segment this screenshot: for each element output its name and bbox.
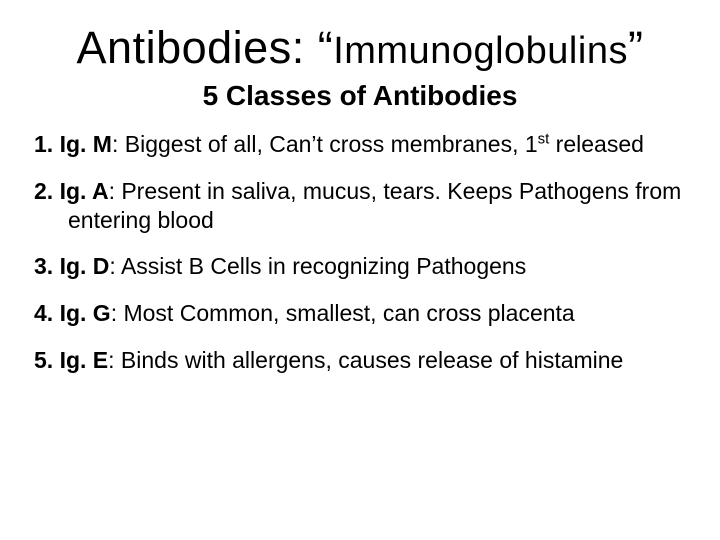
title-mid: Immunoglobulins [333,30,628,72]
list-item: 3. Ig. D: Assist B Cells in recognizing … [34,252,686,281]
item-desc-b: released [549,131,644,157]
item-colon: : [108,347,121,373]
list-item: 5. Ig. E: Binds with allergens, causes r… [34,346,686,375]
item-number: 4. [34,300,60,326]
item-desc-a: Most Common, smallest, can cross placent… [123,300,574,326]
item-colon: : [111,300,124,326]
list-item: 4. Ig. G: Most Common, smallest, can cro… [34,299,686,328]
item-term: Ig. E [60,347,109,373]
item-term: Ig. D [60,253,110,279]
list-item: 2. Ig. A: Present in saliva, mucus, tear… [34,177,686,235]
item-desc-a: Binds with allergens, causes release of … [121,347,623,373]
antibody-list: 1. Ig. M: Biggest of all, Can’t cross me… [28,130,692,375]
item-colon: : [109,253,121,279]
item-desc-a: Assist B Cells in recognizing Pathogens [121,253,526,279]
item-desc-a: Present in saliva, mucus, tears. Keeps P… [68,178,681,233]
item-colon: : [112,131,125,157]
item-number: 1. [34,131,60,157]
title-prefix: Antibodies: “ [77,22,334,73]
item-number: 5. [34,347,60,373]
item-term: Ig. A [60,178,109,204]
item-number: 3. [34,253,60,279]
slide-title: Antibodies: “Immunoglobulins” [28,22,692,74]
item-sup: st [538,130,550,147]
slide-subtitle: 5 Classes of Antibodies [28,80,692,112]
slide: Antibodies: “Immunoglobulins” 5 Classes … [0,0,720,540]
item-desc-a: Biggest of all, Can’t cross membranes, 1 [125,131,538,157]
item-number: 2. [34,178,60,204]
item-term: Ig. G [60,300,111,326]
title-suffix: ” [628,22,644,73]
list-item: 1. Ig. M: Biggest of all, Can’t cross me… [34,130,686,159]
item-term: Ig. M [60,131,112,157]
item-colon: : [109,178,122,204]
